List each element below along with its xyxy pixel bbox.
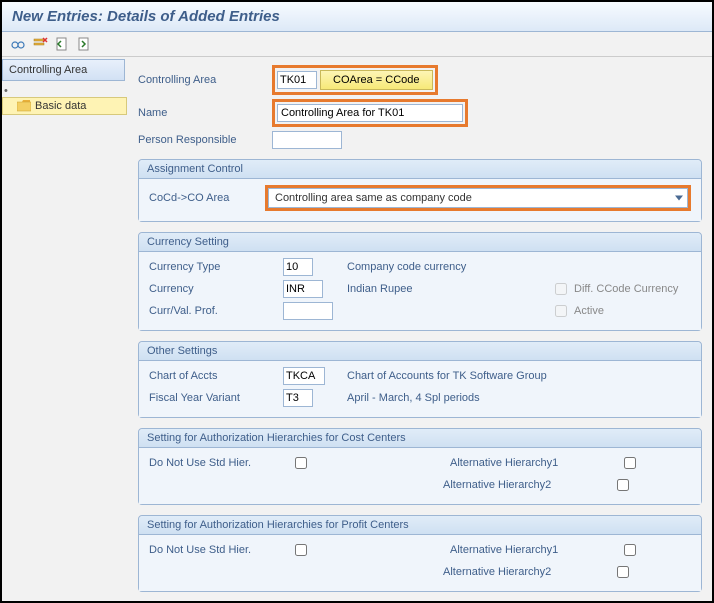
- cc-std-checkbox[interactable]: [295, 457, 307, 469]
- cc-alt2-label: Alternative Hierarchy2: [443, 479, 583, 491]
- pc-alt1-label: Alternative Hierarchy1: [450, 544, 590, 556]
- tree-item-label: Basic data: [35, 100, 86, 112]
- group-title-other: Other Settings: [139, 342, 701, 361]
- cc-std-label: Do Not Use Std Hier.: [149, 457, 261, 469]
- group-currency: Currency Setting Currency Type Company c…: [138, 232, 702, 331]
- currency-desc: Indian Rupee: [347, 283, 547, 295]
- controlling-area-input[interactable]: [277, 71, 317, 89]
- name-input[interactable]: [277, 104, 463, 122]
- pc-alt2-label: Alternative Hierarchy2: [443, 566, 583, 578]
- diff-ccode-check: Diff. CCode Currency: [551, 280, 712, 298]
- pc-alt2-checkbox[interactable]: [617, 566, 629, 578]
- coarea-ccode-button[interactable]: COArea = CCode: [320, 70, 433, 90]
- content-area: Controlling Area • Basic data Controllin…: [2, 57, 712, 596]
- active-label: Active: [574, 305, 604, 317]
- group-title-auth-pc: Setting for Authorization Hierarchies fo…: [139, 516, 701, 535]
- diff-ccode-checkbox: [555, 283, 567, 295]
- currency-type-input[interactable]: [283, 258, 313, 276]
- group-other: Other Settings Chart of Accts Chart of A…: [138, 341, 702, 418]
- currency-type-label: Currency Type: [149, 261, 279, 273]
- sap-window: New Entries: Details of Added Entries Co…: [0, 0, 714, 603]
- cc-alt1-checkbox[interactable]: [624, 457, 636, 469]
- person-input[interactable]: [272, 131, 342, 149]
- cc-alt2-checkbox[interactable]: [617, 479, 629, 491]
- highlight-name: [272, 99, 468, 127]
- cc-alt1-label: Alternative Hierarchy1: [450, 457, 590, 469]
- sidebar: Controlling Area • Basic data: [2, 57, 128, 596]
- toolbar: [2, 32, 712, 57]
- diff-ccode-label: Diff. CCode Currency: [574, 283, 678, 295]
- cocd-value: Controlling area same as company code: [275, 192, 472, 204]
- pc-std-label: Do Not Use Std Hier.: [149, 544, 261, 556]
- fyv-desc: April - March, 4 Spl periods: [347, 392, 647, 404]
- glasses-icon[interactable]: [10, 36, 26, 52]
- group-assignment: Assignment Control CoCd->CO Area Control…: [138, 159, 702, 222]
- coa-label: Chart of Accts: [149, 370, 279, 382]
- name-label: Name: [138, 107, 268, 119]
- delete-rows-icon[interactable]: [32, 36, 48, 52]
- group-auth-pc: Setting for Authorization Hierarchies fo…: [138, 515, 702, 592]
- currval-prof-label: Curr/Val. Prof.: [149, 305, 279, 317]
- group-title-assignment: Assignment Control: [139, 160, 701, 179]
- currval-prof-input[interactable]: [283, 302, 333, 320]
- group-title-currency: Currency Setting: [139, 233, 701, 252]
- active-checkbox: [555, 305, 567, 317]
- group-title-auth-cc: Setting for Authorization Hierarchies fo…: [139, 429, 701, 448]
- sidebar-header: Controlling Area: [2, 59, 125, 81]
- highlight-cocd: Controlling area same as company code: [265, 185, 691, 211]
- main-panel: Controlling Area COArea = CCode Name Per…: [128, 57, 712, 596]
- currency-type-desc: Company code currency: [347, 261, 547, 273]
- folder-icon: [17, 100, 31, 112]
- page-prev-icon[interactable]: [54, 36, 70, 52]
- cocd-dropdown[interactable]: Controlling area same as company code: [268, 188, 688, 208]
- window-title: New Entries: Details of Added Entries: [2, 2, 712, 32]
- tree-item-basic-data[interactable]: Basic data: [2, 97, 127, 115]
- group-auth-cc: Setting for Authorization Hierarchies fo…: [138, 428, 702, 505]
- coa-desc: Chart of Accounts for TK Software Group: [347, 370, 647, 382]
- tree-expander[interactable]: •: [2, 85, 8, 97]
- highlight-coarea: COArea = CCode: [272, 65, 438, 95]
- currency-input[interactable]: [283, 280, 323, 298]
- coa-input[interactable]: [283, 367, 325, 385]
- fyv-input[interactable]: [283, 389, 313, 407]
- cocd-label: CoCd->CO Area: [149, 192, 261, 204]
- fyv-label: Fiscal Year Variant: [149, 392, 279, 404]
- page-next-icon[interactable]: [76, 36, 92, 52]
- active-check: Active: [551, 302, 712, 320]
- currency-label: Currency: [149, 283, 279, 295]
- controlling-area-label: Controlling Area: [138, 74, 268, 86]
- pc-std-checkbox[interactable]: [295, 544, 307, 556]
- person-label: Person Responsible: [138, 134, 268, 146]
- pc-alt1-checkbox[interactable]: [624, 544, 636, 556]
